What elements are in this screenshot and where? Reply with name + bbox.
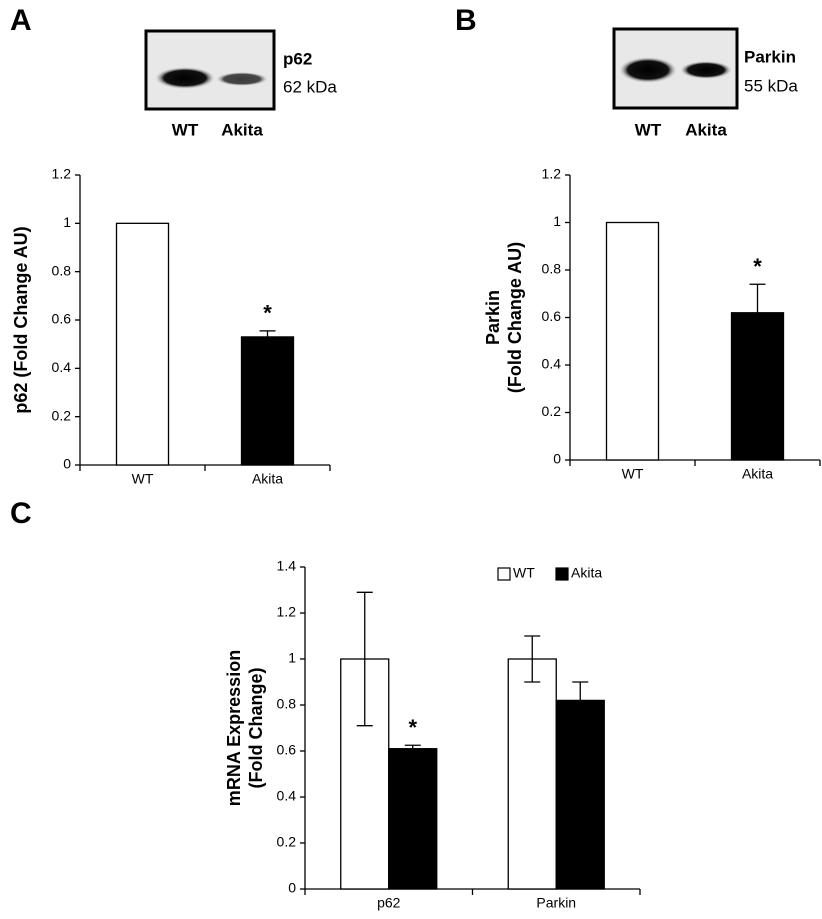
bar	[555, 699, 605, 890]
y-tick-label: 1.2	[52, 166, 72, 182]
y-tick-label: 1.4	[277, 558, 297, 574]
blot-size: 62 kDa	[283, 77, 337, 96]
legend-label: Akita	[571, 565, 602, 581]
x-tick-label: Parkin	[536, 895, 576, 911]
x-tick-label: WT	[132, 471, 154, 487]
x-tick-label: Akita	[742, 466, 773, 482]
y-tick-label: 1	[63, 214, 71, 230]
y-tick-label: 1	[288, 650, 296, 666]
panel-label: C	[10, 497, 32, 530]
y-tick-label: 0.8	[52, 262, 72, 278]
significance: *	[408, 715, 417, 740]
panel-label: A	[10, 4, 32, 37]
blot-band	[619, 57, 677, 83]
y-tick-label: 0	[63, 456, 71, 472]
y-tick-label: 1.2	[277, 604, 297, 620]
y-tick-label: 0.4	[277, 788, 297, 804]
y-tick-label: 0.2	[52, 407, 72, 423]
y-tick-label: 0	[288, 880, 296, 896]
y-tick-label: 1.2	[542, 166, 562, 182]
legend-swatch	[555, 567, 569, 581]
y-tick-label: 0.6	[52, 311, 72, 327]
x-tick-label: WT	[622, 466, 644, 482]
bar	[115, 222, 170, 466]
y-axis-label: mRNA Expression	[224, 650, 244, 806]
y-tick-label: 0.6	[277, 742, 297, 758]
blot-lane: Akita	[685, 120, 727, 139]
significance: *	[753, 254, 762, 279]
x-tick-label: p62	[377, 895, 401, 911]
y-tick-label: 0.2	[277, 834, 297, 850]
x-tick-label: Akita	[252, 471, 283, 487]
blot-band	[155, 67, 215, 89]
bar	[507, 658, 557, 890]
y-tick-label: 1	[553, 213, 561, 229]
blot-protein: p62	[283, 49, 312, 68]
significance: *	[263, 301, 272, 326]
blot-protein: Parkin	[744, 47, 796, 66]
y-tick-label: 0.4	[52, 359, 72, 375]
blot-band	[680, 61, 732, 79]
bar	[240, 336, 295, 466]
bar	[388, 748, 438, 890]
blot-lane: WT	[172, 120, 199, 139]
bar	[605, 221, 660, 461]
y-tick-label: 0	[553, 451, 561, 467]
y-axis-label: (Fold Change)	[246, 668, 266, 789]
y-axis-label: p62 (Fold Change AU)	[11, 226, 31, 413]
y-tick-label: 0.8	[277, 696, 297, 712]
y-tick-label: 0.4	[542, 356, 562, 372]
blot-lane: Akita	[221, 120, 263, 139]
y-axis-label: (Fold Change AU)	[505, 242, 525, 393]
blot-lane: WT	[635, 120, 662, 139]
y-axis-label: Parkin	[483, 290, 503, 345]
legend-swatch	[497, 567, 511, 581]
blot-size: 55 kDa	[744, 76, 798, 95]
panel-label: B	[455, 4, 477, 37]
y-tick-label: 0.8	[542, 261, 562, 277]
y-tick-label: 0.6	[542, 308, 562, 324]
blot-band	[216, 72, 268, 86]
legend-label: WT	[513, 565, 535, 581]
y-tick-label: 0.2	[542, 403, 562, 419]
